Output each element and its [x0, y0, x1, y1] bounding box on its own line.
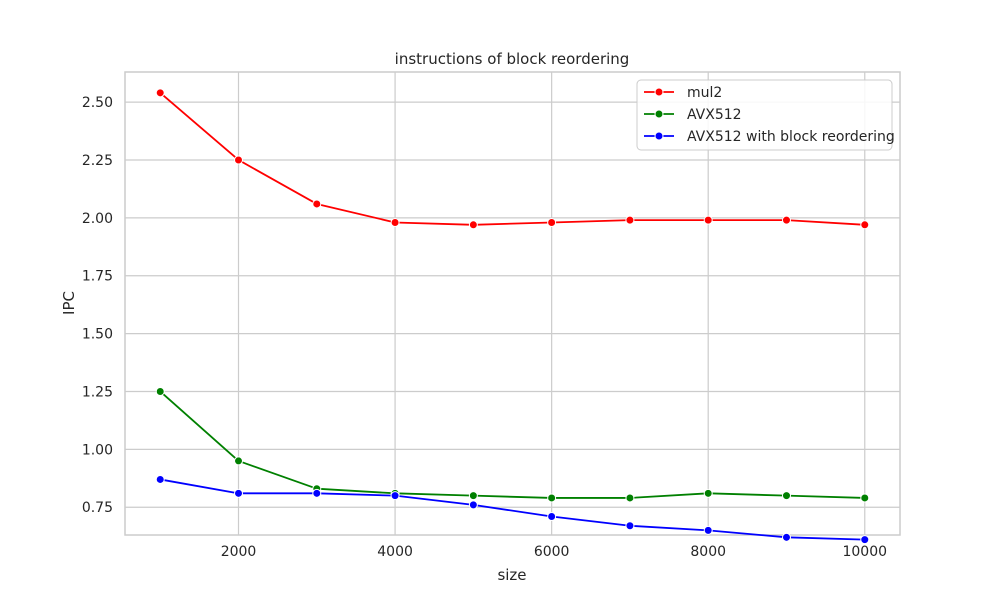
y-tick-label: 1.75: [82, 269, 113, 285]
data-point: [234, 155, 244, 165]
data-point: [860, 220, 870, 230]
series-line: [160, 478, 865, 541]
x-tick-label: 6000: [534, 544, 570, 560]
y-axis-ticks: 0.75 1.00 1.25 1.50 1.75 2.00 2.25 2.50: [82, 95, 113, 516]
x-tick-label: 10000: [842, 544, 887, 560]
legend-label: AVX512 with block reordering: [687, 129, 895, 145]
data-point: [860, 535, 870, 545]
y-tick-label: 1.50: [82, 327, 113, 343]
x-axis-label: size: [497, 566, 526, 584]
data-point: [234, 488, 244, 498]
data-point: [468, 491, 478, 501]
x-tick-label: 8000: [690, 544, 726, 560]
y-axis-label: IPC: [60, 291, 78, 315]
series-2: [155, 474, 870, 545]
data-point: [625, 493, 635, 503]
y-tick-label: 1.00: [82, 442, 113, 458]
data-point: [468, 500, 478, 510]
data-point: [390, 491, 400, 501]
legend-marker: [654, 109, 664, 119]
data-point: [860, 493, 870, 503]
data-point: [703, 488, 713, 498]
data-point: [155, 474, 165, 484]
data-point: [625, 215, 635, 225]
data-point: [703, 525, 713, 535]
legend-marker: [654, 131, 664, 141]
y-tick-label: 2.25: [82, 153, 113, 169]
y-tick-label: 2.00: [82, 211, 113, 227]
series-line: [159, 92, 865, 226]
data-point: [234, 456, 244, 466]
data-point: [390, 217, 400, 227]
y-tick-label: 0.75: [82, 500, 113, 516]
data-point: [703, 215, 713, 225]
legend-label: mul2: [687, 85, 722, 101]
data-point: [625, 521, 635, 531]
legend-marker: [654, 87, 664, 97]
data-point: [155, 88, 165, 98]
series-1: [155, 386, 870, 503]
data-point: [155, 386, 165, 396]
data-point: [547, 217, 557, 227]
data-point: [468, 220, 478, 230]
x-axis-ticks: 2000 4000 6000 8000 10000: [221, 544, 887, 560]
legend-label: AVX512: [687, 107, 742, 123]
series-0: [155, 88, 870, 230]
legend-box: [636, 79, 893, 151]
data-point: [547, 493, 557, 503]
y-tick-label: 1.25: [82, 384, 113, 400]
plot-frame: [124, 71, 901, 536]
data-point: [312, 488, 322, 498]
x-tick-label: 4000: [377, 544, 413, 560]
legend: mul2 AVX512 AVX512 with block reordering: [636, 79, 895, 151]
y-tick-label: 2.50: [82, 95, 113, 111]
series-line: [159, 390, 865, 499]
chart-title: instructions of block reordering: [395, 50, 630, 68]
data-point: [781, 532, 791, 542]
x-tick-label: 2000: [221, 544, 257, 560]
data-point: [781, 491, 791, 501]
data-point: [312, 199, 322, 209]
data-point: [781, 215, 791, 225]
data-point: [547, 511, 557, 521]
series-layer: [155, 88, 870, 545]
